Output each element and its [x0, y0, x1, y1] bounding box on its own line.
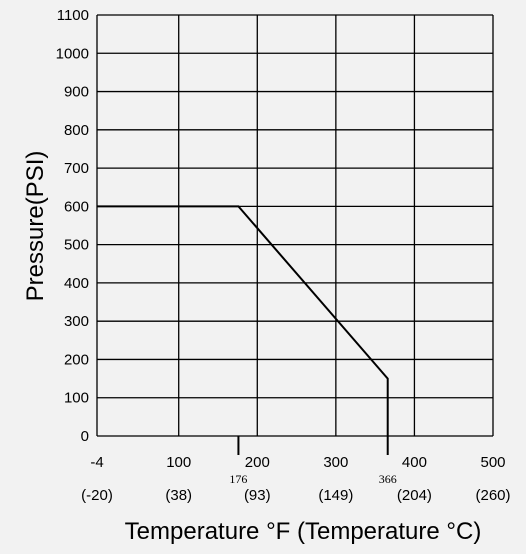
annotation-label: 176	[229, 472, 247, 486]
x-tick-label-f: 100	[166, 454, 191, 471]
x-tick-label-f: -4	[90, 454, 103, 471]
x-tick-label-c: (149)	[318, 487, 353, 504]
x-tick-label-c: (260)	[475, 487, 510, 504]
y-tick-label: 700	[64, 160, 89, 177]
x-tick-label-c: (-20)	[81, 487, 113, 504]
y-tick-label: 300	[64, 313, 89, 330]
x-tick-label-c: (204)	[397, 487, 432, 504]
series-line	[97, 205, 389, 436]
x-tick-labels: -4 (-20) 100 (38) 200 (93) 300 (149) 400 (204) 500…	[81, 454, 510, 504]
annotations: 176 366	[229, 436, 397, 486]
y-tick-label: 600	[64, 198, 89, 215]
x-tick-label-f: 500	[480, 454, 505, 471]
y-tick-label: 900	[64, 84, 89, 101]
annotation-label: 366	[379, 472, 397, 486]
y-tick-label: 1000	[56, 45, 89, 62]
x-tick-label-f: 200	[245, 454, 270, 471]
y-tick-label: 1100	[57, 7, 89, 24]
x-tick-label-f: 300	[323, 454, 348, 471]
x-axis-label: Temperature °F (Temperature °C)	[125, 518, 482, 545]
y-tick-label: 100	[64, 390, 89, 407]
x-tick-label-f: 400	[402, 454, 427, 471]
x-tick-label-c: (93)	[244, 487, 271, 504]
y-tick-labels: 0 100 200 300 400 500 600 700 800 900 1000 1100	[56, 7, 89, 445]
series-layer	[97, 205, 389, 436]
grid	[96, 14, 494, 437]
y-tick-label: 200	[64, 351, 89, 368]
y-tick-label: 400	[64, 275, 89, 292]
x-tick-label-c: (38)	[165, 487, 192, 504]
y-axis-label: Pressure(PSI)	[22, 151, 49, 302]
y-tick-label: 800	[64, 122, 89, 139]
y-tick-label: 0	[81, 428, 89, 445]
y-tick-label: 500	[64, 237, 89, 254]
